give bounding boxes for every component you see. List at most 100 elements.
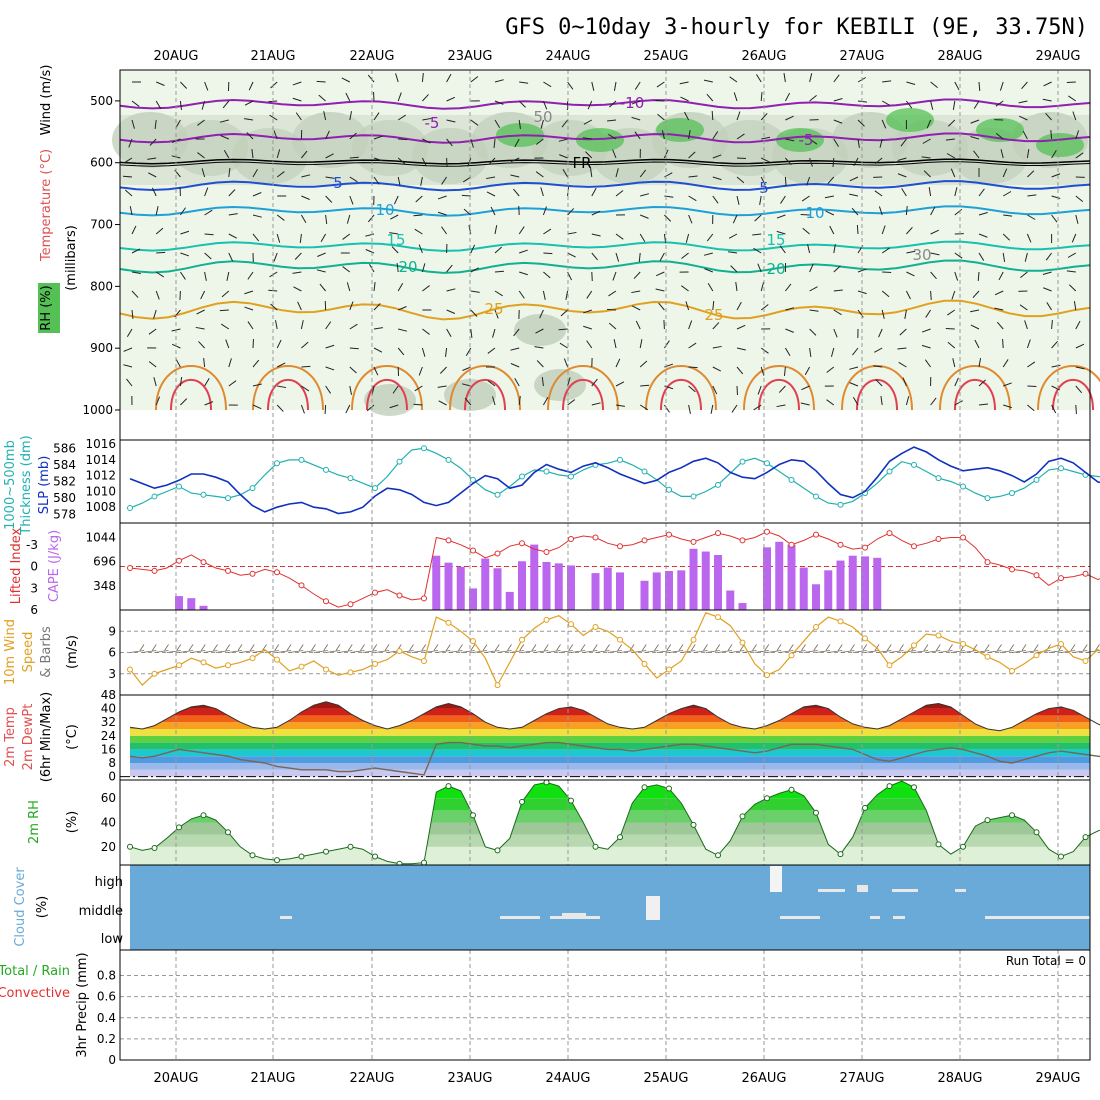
wind-barb bbox=[688, 366, 698, 369]
wind-barb bbox=[970, 324, 980, 330]
surface-barb bbox=[619, 650, 635, 653]
wind-barb bbox=[487, 347, 496, 354]
li-line-point bbox=[813, 531, 819, 538]
rh-line-point bbox=[690, 821, 697, 828]
wind-barb bbox=[437, 195, 447, 200]
date-label-top: 29AUG bbox=[1035, 49, 1080, 64]
wind-barb bbox=[832, 157, 835, 168]
wind-barb bbox=[220, 323, 230, 330]
cape-bar bbox=[481, 558, 490, 610]
contour-label: -5 bbox=[799, 131, 814, 149]
surface-barb-flag bbox=[997, 644, 1002, 651]
wind-barb bbox=[897, 347, 907, 350]
surface-barb-flag bbox=[1021, 644, 1027, 651]
date-label-bottom: 26AUG bbox=[741, 1071, 786, 1086]
wind-barb bbox=[276, 339, 282, 349]
wind-barb bbox=[510, 363, 520, 368]
precip-tick-label: 0.8 bbox=[97, 969, 116, 983]
contour-35 bbox=[1052, 379, 1094, 411]
surface-barb bbox=[595, 650, 610, 653]
wind-barb bbox=[494, 100, 504, 105]
wind-barb bbox=[995, 132, 1004, 140]
contour-label: 15 bbox=[766, 231, 785, 249]
surface-barb bbox=[975, 650, 990, 653]
wind-barb bbox=[422, 117, 432, 121]
wind-barb bbox=[390, 214, 399, 220]
wind-barb bbox=[349, 176, 358, 183]
wind-barb bbox=[534, 346, 544, 349]
wind-barb bbox=[325, 195, 333, 203]
wind-speed-line-point bbox=[788, 652, 795, 659]
wind-barb bbox=[486, 191, 496, 197]
date-label-top: 23AUG bbox=[447, 49, 492, 64]
wind-barb bbox=[881, 247, 890, 254]
wind-barb bbox=[252, 168, 258, 178]
wind-barb bbox=[228, 380, 237, 387]
wind-barb bbox=[128, 138, 133, 148]
date-label-top: 28AUG bbox=[937, 49, 982, 64]
wind-barb bbox=[583, 309, 592, 314]
wind-barb bbox=[180, 81, 188, 89]
wind-barb bbox=[123, 364, 133, 368]
wind-barb bbox=[420, 176, 423, 186]
label-precip-total: Total / Rain bbox=[0, 964, 70, 979]
label-cloud: Cloud Cover bbox=[13, 867, 28, 947]
wind-barb bbox=[396, 263, 399, 273]
li-tick-label: -3 bbox=[26, 538, 38, 552]
rh-line-point bbox=[200, 812, 207, 819]
wind-barb bbox=[200, 290, 206, 300]
wind-barb bbox=[779, 245, 786, 254]
wind-barb bbox=[341, 77, 351, 83]
contour-30 bbox=[939, 364, 1011, 411]
wind-barb bbox=[881, 290, 890, 298]
wind-barb bbox=[685, 301, 690, 311]
wind-barb bbox=[349, 195, 354, 205]
temp-band bbox=[130, 763, 1090, 770]
wind-barb bbox=[873, 365, 883, 368]
label-wind10-c: & Barbs bbox=[39, 626, 54, 678]
wind-barb bbox=[518, 119, 521, 129]
wind-barb bbox=[373, 282, 376, 292]
surface-barb bbox=[754, 650, 769, 653]
surface-barb-flag bbox=[776, 644, 782, 651]
wind-barb bbox=[155, 396, 161, 406]
wind-barb bbox=[753, 247, 762, 254]
li-line-point bbox=[641, 537, 648, 544]
y-tick-label: 500 bbox=[90, 94, 113, 108]
surface-barb-flag bbox=[433, 644, 439, 651]
thickness-line-point bbox=[886, 468, 893, 475]
wind-barb bbox=[1003, 404, 1012, 409]
label-thickness-b: Thickness (dm) bbox=[19, 435, 34, 535]
wind-speed-line-point bbox=[372, 660, 378, 667]
wind-barb bbox=[276, 362, 286, 368]
wind-barb bbox=[879, 138, 883, 148]
cape-bar bbox=[775, 541, 784, 610]
wind-barb bbox=[325, 366, 335, 371]
rh-shade-low bbox=[534, 369, 586, 401]
wind-barb bbox=[661, 130, 665, 140]
rh-line-point bbox=[470, 812, 476, 819]
rh-line-point bbox=[837, 851, 844, 858]
surface-barb-flag bbox=[470, 644, 476, 651]
wind-barb bbox=[1072, 111, 1077, 121]
wind-barb bbox=[367, 74, 375, 83]
upper-air-panel: -10 -5 -5 FR 5 5 10 10 15 15 20 20 25 25 50 30 500 600 700… bbox=[82, 70, 1100, 417]
surface-barb-flag bbox=[519, 644, 525, 651]
wind10m-panel: 3 6 9 bbox=[108, 612, 1100, 689]
wind-barb bbox=[301, 385, 310, 392]
surface-barb bbox=[1073, 650, 1088, 653]
wind-barb bbox=[292, 271, 302, 274]
wind-barb bbox=[712, 300, 715, 311]
rh-line-point bbox=[1082, 834, 1089, 841]
wind-barb bbox=[225, 339, 230, 349]
rh-line-point bbox=[421, 859, 427, 866]
wind-barb bbox=[203, 357, 206, 368]
wind-barb bbox=[857, 119, 865, 127]
wind-barb bbox=[325, 176, 335, 179]
wind-barb bbox=[757, 263, 762, 273]
chart-title: GFS 0~10day 3-hourly for KEBILI (9E, 33.… bbox=[505, 15, 1088, 40]
precip-tick-label: 0 bbox=[108, 1053, 116, 1067]
surface-barb bbox=[742, 650, 757, 653]
wind-barb bbox=[179, 377, 183, 387]
wind-speed-line-point bbox=[323, 666, 329, 673]
